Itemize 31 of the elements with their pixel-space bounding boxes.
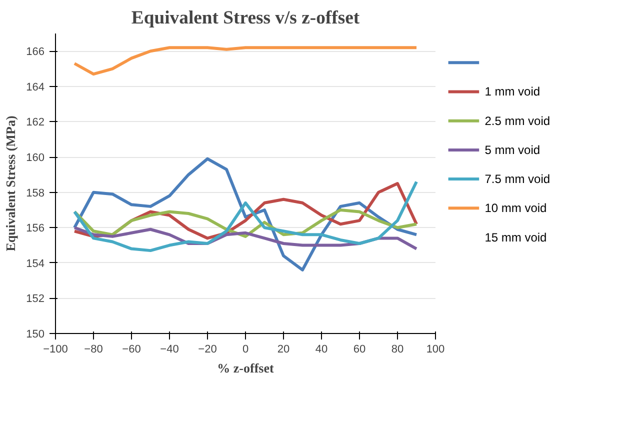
- y-tick-label: 158: [26, 187, 45, 200]
- x-tick-label: 100: [426, 344, 445, 356]
- legend-label: 1 mm void: [484, 84, 540, 99]
- legend-label: 10 mm void: [484, 201, 547, 216]
- x-tick-label: 20: [277, 344, 290, 356]
- y-tick-label: 160: [26, 152, 45, 164]
- text: 15 mm void: [484, 230, 547, 244]
- y-tick-label: 152: [26, 293, 45, 306]
- chart-title: Equivalent Stress v/s z-offset: [131, 8, 360, 28]
- y-tick-label: 150: [26, 328, 45, 340]
- legend-label: 7.5 mm void: [484, 172, 550, 186]
- y-tick-label: 156: [26, 222, 45, 235]
- x-tick-label: 40: [315, 344, 328, 356]
- legend-label: 5 mm void: [484, 142, 540, 157]
- x-tick-label: −100: [43, 344, 68, 356]
- x-tick-label: 0: [242, 344, 249, 356]
- x-tick-label: −40: [160, 344, 179, 356]
- x-tick-label: −60: [122, 344, 141, 356]
- x-tick-label: 60: [353, 344, 366, 356]
- y-tick-label: 166: [26, 46, 45, 58]
- y-tick-label: 154: [26, 258, 45, 270]
- x-tick-label: −80: [84, 344, 103, 356]
- x-axis-title: % z-offset: [217, 360, 275, 376]
- y-axis-title: Equivalent Stress (MPa): [3, 116, 18, 252]
- x-tick-label: 80: [391, 344, 404, 356]
- x-tick-label: −20: [198, 344, 217, 356]
- y-tick-label: 164: [26, 81, 45, 94]
- line-series: [73, 46, 418, 76]
- y-tick-label: 162: [26, 116, 45, 129]
- legend-label: 2.5 mm void: [484, 114, 550, 128]
- line-series: [73, 180, 418, 252]
